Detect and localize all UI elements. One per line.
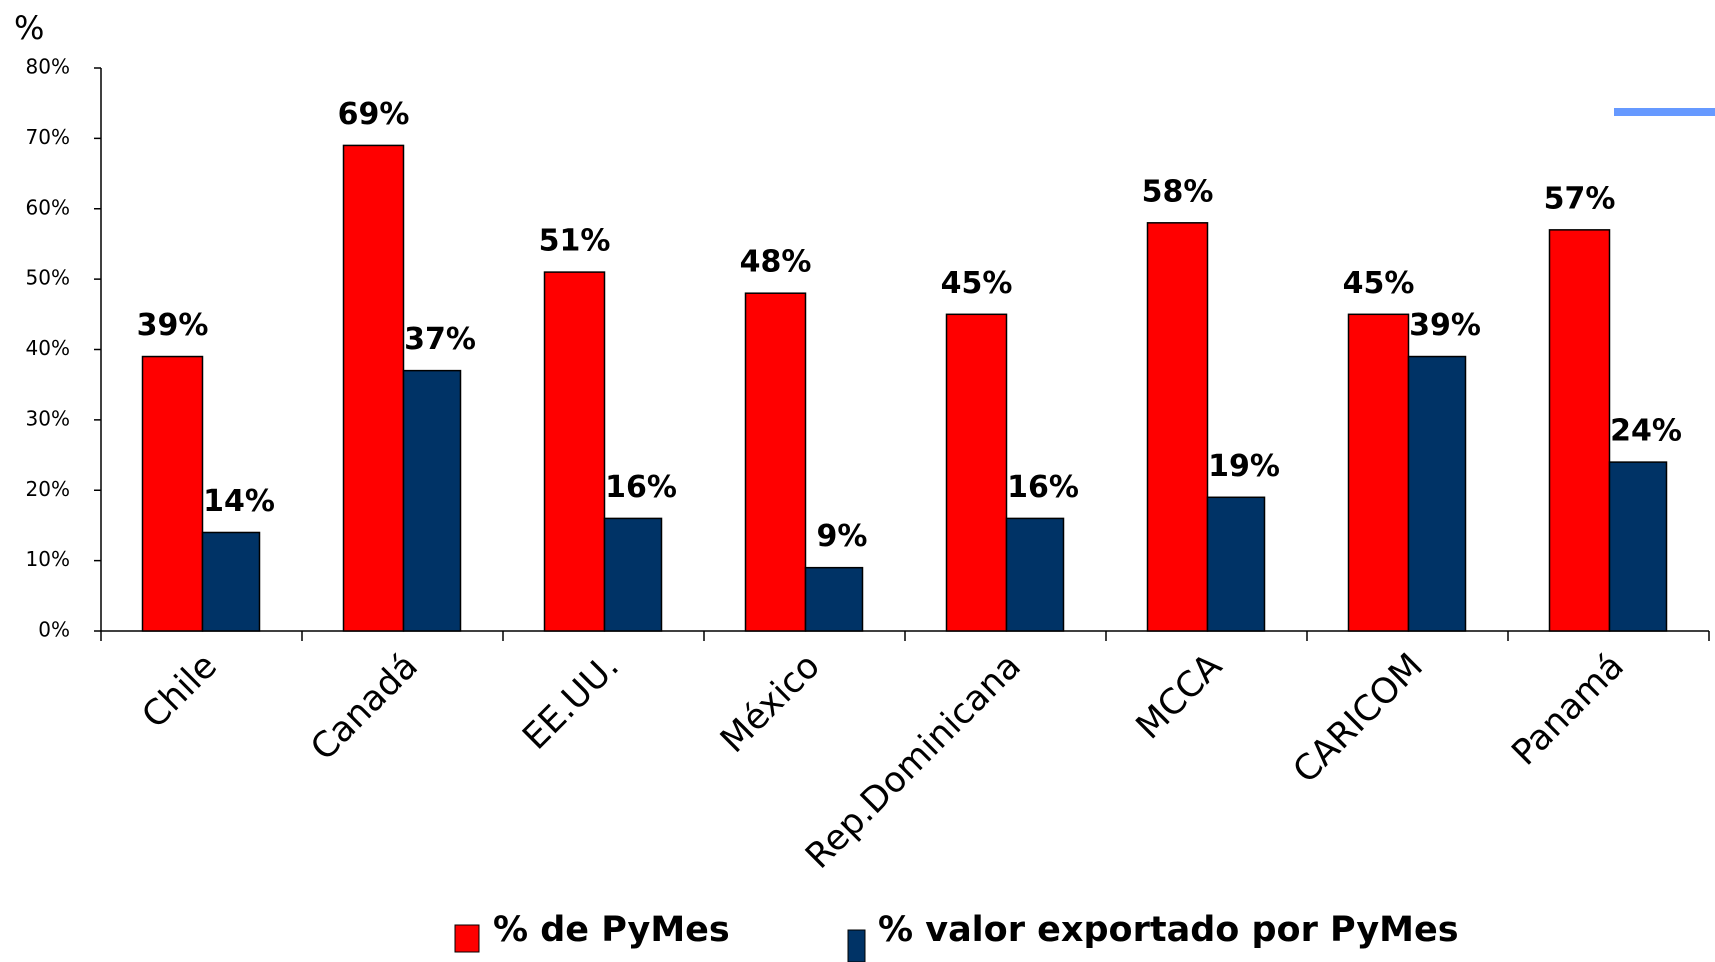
y-tick-label: 50% bbox=[26, 266, 70, 290]
value-label: 24% bbox=[1610, 414, 1682, 449]
bar bbox=[1146, 222, 1209, 632]
value-label: 48% bbox=[740, 245, 812, 280]
legend-label: % valor exportado por PyMes bbox=[878, 910, 1459, 950]
bar bbox=[1005, 517, 1065, 632]
y-tick-label: 80% bbox=[26, 55, 70, 79]
value-label: 37% bbox=[404, 322, 476, 357]
bar bbox=[201, 531, 261, 632]
bar bbox=[1347, 313, 1410, 632]
y-tick-label: 70% bbox=[26, 125, 70, 149]
value-label: 9% bbox=[817, 519, 868, 554]
bar bbox=[1407, 355, 1467, 632]
bar bbox=[543, 271, 606, 632]
y-tick-label: 10% bbox=[26, 547, 70, 571]
y-tick-label: 40% bbox=[26, 336, 70, 360]
y-tick-label: 60% bbox=[26, 195, 70, 219]
bar bbox=[1608, 461, 1668, 632]
value-label: 57% bbox=[1544, 181, 1616, 216]
legend-swatch bbox=[847, 929, 866, 962]
y-tick-label: 20% bbox=[26, 477, 70, 501]
bar bbox=[342, 144, 405, 632]
value-label: 19% bbox=[1208, 449, 1280, 484]
bar bbox=[804, 566, 864, 632]
value-label: 45% bbox=[1343, 266, 1415, 301]
value-label: 16% bbox=[1007, 470, 1079, 505]
bar bbox=[141, 355, 204, 632]
value-label: 51% bbox=[539, 224, 611, 259]
value-label: 69% bbox=[338, 97, 410, 132]
value-label: 39% bbox=[137, 308, 209, 343]
value-label: 45% bbox=[941, 266, 1013, 301]
y-tick-label: 0% bbox=[38, 618, 70, 642]
value-label: 16% bbox=[605, 470, 677, 505]
bar bbox=[744, 292, 807, 632]
y-axis-label: % bbox=[14, 9, 44, 47]
bar bbox=[945, 313, 1008, 632]
y-tick-label: 30% bbox=[26, 406, 70, 430]
legend-swatch bbox=[454, 924, 480, 953]
value-label: 39% bbox=[1409, 308, 1481, 343]
bar bbox=[603, 517, 663, 632]
legend-label: % de PyMes bbox=[493, 910, 730, 950]
bar bbox=[1206, 496, 1266, 632]
bar bbox=[402, 369, 462, 632]
value-label: 58% bbox=[1142, 174, 1214, 209]
bar bbox=[1548, 229, 1611, 632]
value-label: 14% bbox=[203, 484, 275, 519]
